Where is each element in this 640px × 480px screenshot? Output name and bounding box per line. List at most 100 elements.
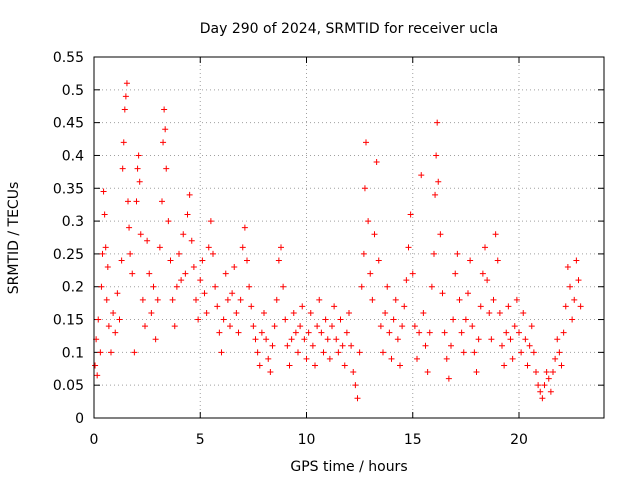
data-point — [303, 355, 310, 362]
data-point — [318, 329, 325, 336]
y-tick-label: 0.55 — [53, 50, 84, 66]
data-point — [131, 349, 138, 356]
data-point — [237, 296, 244, 303]
data-point — [454, 250, 461, 257]
data-point — [475, 336, 482, 343]
data-point — [104, 264, 111, 271]
data-point — [116, 316, 123, 323]
y-tick-label: 0.45 — [53, 116, 84, 132]
data-point — [492, 231, 499, 238]
data-point — [218, 349, 225, 356]
data-point — [163, 165, 170, 172]
data-point — [547, 388, 554, 395]
data-point — [428, 283, 435, 290]
data-point — [280, 283, 287, 290]
data-point — [467, 257, 474, 264]
data-point — [110, 309, 117, 316]
data-point — [98, 283, 105, 290]
data-point — [195, 316, 202, 323]
data-point — [267, 369, 274, 376]
data-point — [414, 355, 420, 362]
data-point — [445, 375, 452, 382]
data-point — [180, 231, 187, 238]
data-point — [278, 244, 284, 251]
data-point — [165, 218, 172, 225]
x-tick-label: 10 — [298, 432, 316, 448]
data-point — [567, 283, 573, 290]
data-point — [401, 303, 408, 310]
data-point — [420, 309, 427, 316]
data-point — [367, 270, 374, 277]
data-point — [102, 244, 109, 251]
data-point — [354, 395, 361, 402]
data-point — [139, 296, 146, 303]
data-point — [186, 191, 193, 198]
data-point — [348, 342, 355, 349]
data-point — [384, 283, 391, 290]
data-point — [524, 362, 531, 369]
data-point — [554, 336, 561, 343]
y-axis-label: SRMTID / TECUs — [6, 182, 22, 295]
data-point — [205, 244, 212, 251]
y-tick-label: 0 — [75, 411, 84, 427]
data-point — [161, 106, 168, 113]
data-point — [222, 270, 229, 277]
data-point — [159, 198, 165, 205]
data-point — [108, 349, 114, 356]
data-point — [507, 336, 514, 343]
data-point — [231, 264, 238, 271]
data-point — [369, 296, 376, 303]
data-point — [295, 349, 301, 356]
data-point — [482, 244, 488, 251]
data-point — [365, 218, 372, 225]
data-point — [411, 323, 418, 330]
data-point — [199, 257, 206, 264]
data-point — [452, 270, 459, 277]
data-point — [337, 316, 344, 323]
data-point — [394, 336, 401, 343]
data-point — [422, 342, 429, 349]
data-point — [197, 277, 204, 284]
data-point — [358, 283, 365, 290]
data-point — [235, 329, 242, 336]
data-point — [142, 323, 148, 330]
data-point — [290, 309, 297, 316]
data-point — [346, 309, 352, 316]
data-point — [416, 329, 423, 336]
data-point — [339, 342, 346, 349]
data-point — [426, 329, 433, 336]
data-point — [509, 355, 516, 362]
data-point — [409, 270, 416, 277]
data-point — [556, 349, 563, 356]
data-point — [343, 329, 350, 336]
data-point — [545, 375, 552, 382]
data-point — [573, 257, 580, 264]
data-point — [439, 290, 446, 297]
data-point — [233, 309, 240, 316]
data-point — [246, 283, 253, 290]
data-point — [282, 316, 289, 323]
y-tick-label: 0.2 — [62, 280, 84, 296]
data-point — [95, 316, 102, 323]
data-point — [403, 277, 410, 284]
data-point — [154, 296, 161, 303]
data-point — [501, 362, 508, 369]
data-point — [333, 336, 340, 343]
data-point — [331, 303, 338, 310]
data-point — [123, 80, 130, 87]
data-point — [135, 152, 142, 159]
data-point — [133, 198, 140, 205]
data-point — [193, 296, 199, 303]
data-point — [203, 309, 210, 316]
data-point — [380, 349, 386, 356]
data-point — [252, 336, 259, 343]
data-point — [511, 323, 518, 330]
data-point — [254, 349, 261, 356]
data-point — [105, 323, 112, 330]
data-point — [250, 323, 257, 330]
data-point — [137, 231, 144, 238]
data-point — [190, 264, 197, 271]
plot-frame — [93, 56, 605, 419]
y-tick-label: 0.1 — [62, 345, 84, 361]
